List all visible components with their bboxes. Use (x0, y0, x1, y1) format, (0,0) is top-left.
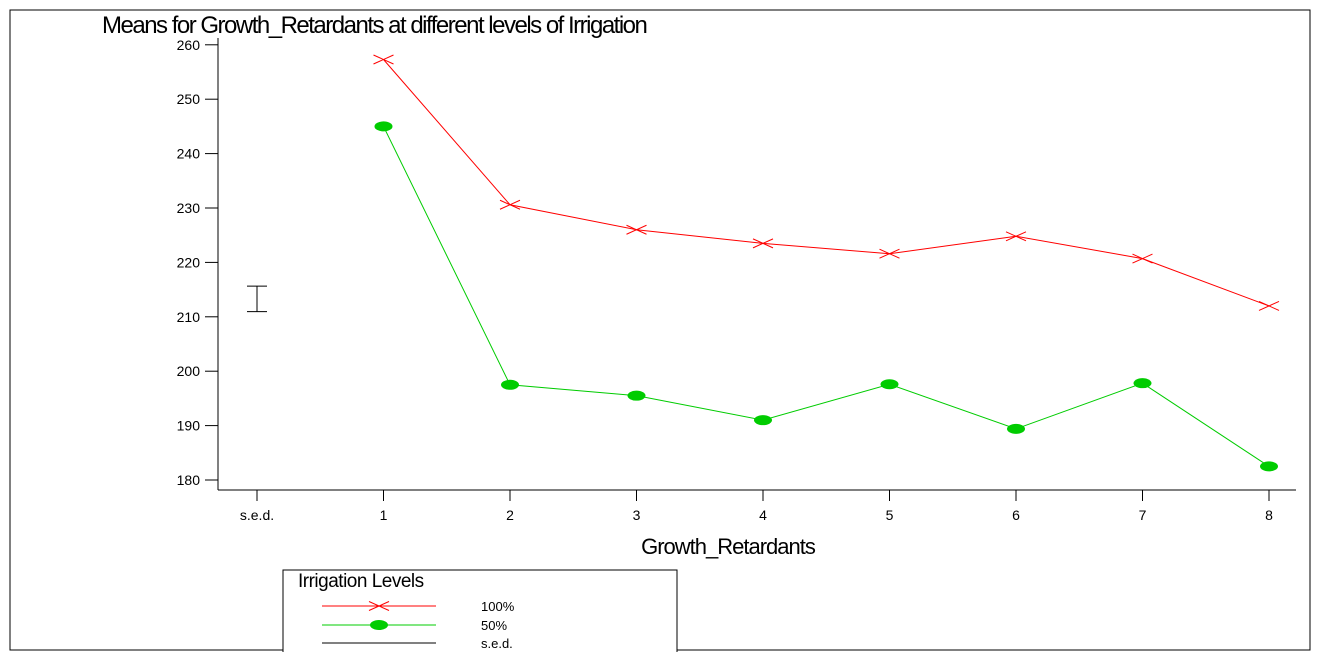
sed-bar (247, 285, 267, 313)
x-tick-label: 4 (759, 507, 767, 523)
y-tick-label: 250 (177, 91, 201, 107)
series-point-dot-marker (754, 415, 772, 426)
series-point-x-marker (879, 248, 900, 259)
x-tick-label: 6 (1012, 507, 1020, 523)
x-axis-label: Growth_Retardants (641, 534, 816, 559)
y-tick-label: 220 (177, 254, 201, 270)
x-tick-label: 2 (506, 507, 514, 523)
series-point-dot-marker (1133, 378, 1152, 389)
series-point-x-marker (1132, 253, 1153, 264)
x-tick-label: 7 (1139, 507, 1147, 523)
chart-title: Means for Growth_Retardants at different… (102, 12, 647, 39)
y-tick-label: 200 (177, 363, 201, 379)
legend-title: Irrigation Levels (298, 571, 424, 592)
marker-stroke (752, 238, 774, 249)
series-point-x-marker (499, 199, 521, 210)
series-point-x-marker (1005, 231, 1027, 242)
y-tick-label: 230 (177, 200, 201, 216)
series-point-x-marker (368, 601, 390, 611)
series-line (383, 126, 1270, 467)
series-point-dot-marker (374, 121, 393, 132)
marker-stroke (373, 54, 394, 65)
x-tick-label: 1 (380, 507, 388, 523)
series-layer (373, 54, 1280, 472)
series-line (383, 59, 1270, 307)
y-tick-label: 260 (177, 37, 201, 53)
series-point-dot-marker (1007, 423, 1025, 434)
marker-stroke (499, 199, 521, 210)
legend-entry-label: 100% (481, 599, 515, 614)
series-point-dot-marker (880, 379, 899, 390)
marker-stroke (626, 224, 647, 235)
series-point-dot-marker (370, 620, 388, 630)
y-tick-label: 180 (177, 472, 201, 488)
series-point-dot-marker (501, 379, 519, 390)
series-point-dot-marker (627, 390, 646, 401)
marker-stroke (879, 248, 900, 259)
marker-stroke (1005, 231, 1027, 242)
x-tick-label: s.e.d. (240, 507, 274, 523)
marker-stroke (1258, 300, 1280, 311)
series-2 (374, 121, 1278, 472)
x-tick-label: 3 (633, 507, 641, 523)
marker-stroke (368, 601, 390, 611)
series-point-x-marker (626, 224, 647, 235)
marker-stroke (1132, 253, 1153, 264)
legend: Irrigation Levels 100% 50% s.e.d. (282, 569, 678, 657)
series-1 (373, 54, 1280, 311)
x-tick-label: 5 (886, 507, 894, 523)
y-tick-label: 240 (177, 146, 201, 162)
x-ticks: s.e.d. 1 2 3 4 5 6 7 8 (240, 490, 1273, 523)
y-ticks: 180 190 200 210 220 230 240 250 260 (177, 37, 218, 488)
series-point-x-marker (752, 238, 774, 249)
series-point-x-marker (373, 54, 394, 65)
y-tick-label: 210 (177, 309, 201, 325)
y-tick-label: 190 (177, 418, 201, 434)
series-point-x-marker (1258, 300, 1280, 311)
legend-entry-label: 50% (481, 618, 507, 633)
x-tick-label: 8 (1265, 507, 1273, 523)
legend-entries: 100% 50% s.e.d. (322, 599, 515, 651)
series-point-dot-marker (1260, 461, 1278, 472)
legend-entry-label: s.e.d. (481, 636, 513, 651)
